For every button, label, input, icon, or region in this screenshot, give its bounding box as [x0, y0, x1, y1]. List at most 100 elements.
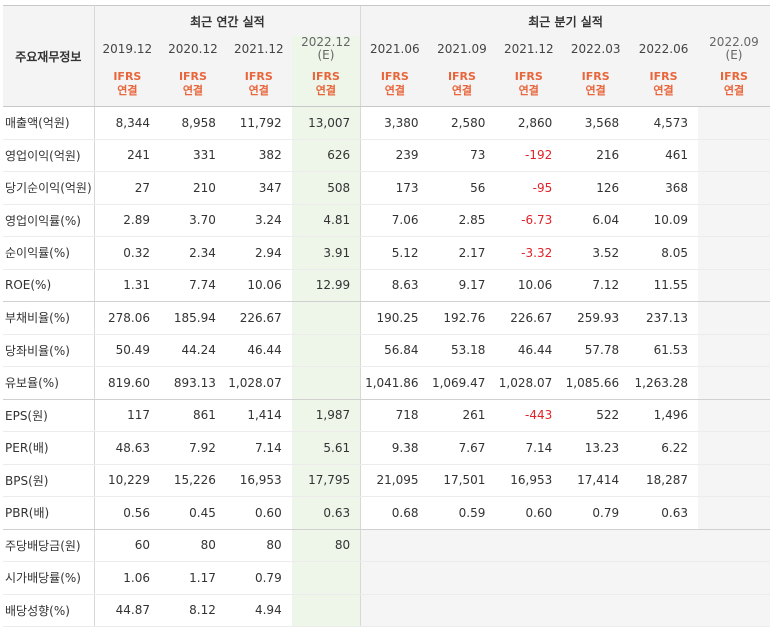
quarter-estimate-cell: [697, 139, 770, 172]
quarter-cell: 7.67: [428, 431, 496, 465]
row-label: 매출액(억원): [3, 106, 95, 140]
financial-table: 주요재무정보 최근 연간 실적 최근 분기 실적 2019.12 2020.12…: [3, 5, 770, 627]
ifrs-row: IFRS 연결 IFRS 연결 IFRS 연결 IFRS 연결 IFRS 연결 IFRS 연…: [3, 62, 770, 107]
ifrs-label: IFRS 연결: [160, 62, 226, 107]
row-label: ROE(%): [3, 269, 95, 302]
annual-cell: 8,958: [160, 106, 226, 140]
annual-estimate-cell: [291, 366, 361, 400]
quarter-cell: 1,028.07: [495, 366, 563, 400]
quarter-cell: 53.18: [428, 334, 496, 367]
annual-cell: 2.94: [225, 236, 292, 270]
quarter-cell: 7.14: [495, 431, 563, 465]
quarter-cell: 3,380: [360, 106, 429, 140]
quarter-estimate-cell: [697, 301, 770, 335]
annual-cell: 2.34: [160, 236, 226, 270]
row-label: 배당성향(%): [3, 594, 95, 627]
quarter-cell: 73: [428, 139, 496, 172]
annual-cell: 0.56: [94, 496, 161, 530]
quarter-estimate-cell: [697, 334, 770, 367]
quarter-cell: 8.63: [360, 269, 429, 302]
annual-cell: 226.67: [225, 301, 292, 335]
ifrs-label: IFRS 연결: [697, 62, 770, 107]
table-body: 매출액(억원) 8,344 8,958 11,792 13,007 3,380 2,580 2…: [3, 106, 770, 627]
quarter-cell: 13.23: [562, 431, 630, 465]
annual-cell: 44.24: [160, 334, 226, 367]
annual-estimate-cell: 3.91: [291, 236, 361, 270]
table-row: 당기순이익(억원) 27 210 347 508 173 56 -95 126 368: [3, 171, 770, 205]
quarter-cell: [360, 594, 429, 627]
quarter-cell: 9.38: [360, 431, 429, 465]
quarter-cell: 10.09: [629, 204, 698, 237]
row-label: 유보율(%): [3, 366, 95, 400]
quarter-cell: 7.12: [562, 269, 630, 302]
annual-cell: 861: [160, 399, 226, 432]
quarter-cell: [562, 529, 630, 562]
quarter-estimate-cell: [697, 464, 770, 497]
header-group-row: 주요재무정보 최근 연간 실적 최근 분기 실적: [3, 5, 770, 107]
quarter-cell: [428, 529, 496, 562]
row-label: 영업이익(억원): [3, 139, 95, 172]
quarter-cell: 6.22: [629, 431, 698, 465]
row-label: EPS(원): [3, 399, 95, 432]
ifrs-label: IFRS 연결: [428, 62, 496, 107]
quarter-cell: 57.78: [562, 334, 630, 367]
table-row: 주당배당금(원) 60 80 80 80: [3, 529, 770, 562]
quarter-cell: [360, 529, 429, 562]
quarter-cell: 16,953: [495, 464, 563, 497]
estimate-suffix: (E): [317, 48, 335, 62]
quarter-cell: [428, 594, 496, 627]
quarter-cell: 1,263.28: [629, 366, 698, 400]
annual-cell: 10,229: [94, 464, 161, 497]
quarter-cell: 216: [562, 139, 630, 172]
row-label: BPS(원): [3, 464, 95, 497]
annual-group-header: 최근 연간 실적: [94, 5, 361, 36]
annual-cell: 7.92: [160, 431, 226, 465]
quarter-cell: 261: [428, 399, 496, 432]
quarter-cell: 56.84: [360, 334, 429, 367]
quarter-estimate-cell: [697, 269, 770, 302]
annual-cell: 117: [94, 399, 161, 432]
table-row: 시가배당률(%) 1.06 1.17 0.79: [3, 561, 770, 595]
annual-cell: 241: [94, 139, 161, 172]
row-label: 시가배당률(%): [3, 561, 95, 595]
annual-estimate-cell: 4.81: [291, 204, 361, 237]
annual-cell: 185.94: [160, 301, 226, 335]
quarter-estimate-cell: [697, 561, 770, 595]
annual-cell: 3.24: [225, 204, 292, 237]
quarter-cell: 17,501: [428, 464, 496, 497]
quarter-cell: -3.32: [495, 236, 563, 270]
quarter-cell: 461: [629, 139, 698, 172]
estimate-period: 2022.09: [709, 35, 759, 49]
quarter-cell: 11.55: [629, 269, 698, 302]
quarter-cell: 0.59: [428, 496, 496, 530]
table-row: 당좌비율(%) 50.49 44.24 46.44 56.84 53.18 46.44 57.…: [3, 334, 770, 367]
annual-cell: 4.94: [225, 594, 292, 627]
annual-cell: 1,414: [225, 399, 292, 432]
table-row: PER(배) 48.63 7.92 7.14 5.61 9.38 7.67 7.14 13.23…: [3, 431, 770, 465]
table-row: 부채비율(%) 278.06 185.94 226.67 190.25 192.76 226…: [3, 301, 770, 335]
quarter-cell: [428, 561, 496, 595]
annual-cell: 331: [160, 139, 226, 172]
annual-cell: 48.63: [94, 431, 161, 465]
quarter-cell: 2,580: [428, 106, 496, 140]
quarter-cell: 2,860: [495, 106, 563, 140]
annual-cell: 0.45: [160, 496, 226, 530]
quarter-cell: 7.06: [360, 204, 429, 237]
quarter-estimate-cell: [697, 594, 770, 627]
quarter-cell: 190.25: [360, 301, 429, 335]
table-row: PBR(배) 0.56 0.45 0.60 0.63 0.68 0.59 0.60 0.79 0.…: [3, 496, 770, 530]
quarter-cell: 17,414: [562, 464, 630, 497]
quarter-cell: 56: [428, 171, 496, 205]
table-row: 영업이익률(%) 2.89 3.70 3.24 4.81 7.06 2.85 -6.73 6.0…: [3, 204, 770, 237]
estimate-period: 2022.12: [301, 35, 351, 49]
quarter-cell: [629, 529, 698, 562]
quarter-period-header: 2021.09: [428, 36, 496, 62]
quarter-cell: 2.85: [428, 204, 496, 237]
annual-estimate-cell: [291, 561, 361, 595]
quarter-cell: [360, 561, 429, 595]
annual-estimate-cell: [291, 301, 361, 335]
quarter-estimate-cell: [697, 529, 770, 562]
quarter-cell: 1,041.86: [360, 366, 429, 400]
annual-estimate-cell: 13,007: [291, 106, 361, 140]
quarter-cell: 0.63: [629, 496, 698, 530]
